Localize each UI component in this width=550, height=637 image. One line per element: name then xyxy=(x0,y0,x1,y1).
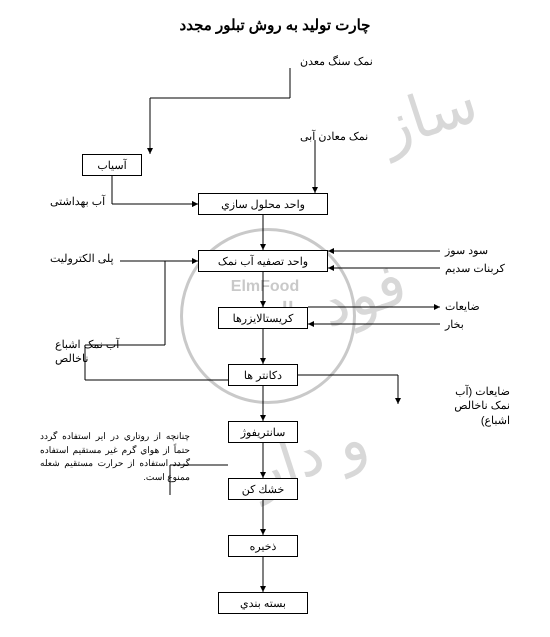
node-centrifuge: سانتریفوژ xyxy=(228,421,298,443)
label-waste2: ضایعات (آب نمک ناخالص اشباع) xyxy=(435,385,510,428)
node-packing: بسته بندي xyxy=(218,592,308,614)
label-sanitary_water: آب بهداشتی xyxy=(50,195,105,208)
label-caustic: سود سوز xyxy=(445,244,488,257)
node-dryer: خشك كن xyxy=(228,478,298,500)
dryer-note: چنانچه از روتاري در اير استفاده گردد حتم… xyxy=(40,430,190,484)
label-rock_salt: نمک سنگ معدن xyxy=(300,55,373,68)
label-steam: بخار xyxy=(445,318,464,331)
node-mill: آسیاب xyxy=(82,154,142,176)
node-crystal: کریستالایزرها xyxy=(218,307,308,329)
label-brine_mines: نمک معادن آبی xyxy=(300,130,368,143)
node-solution: واحد محلول سازي xyxy=(198,193,328,215)
label-poly: پلی الکترولیت xyxy=(50,252,114,265)
label-waste1: ضایعات xyxy=(445,300,480,313)
label-unsat: آب نمک اشباع ناخالص xyxy=(55,338,130,367)
node-purify: واحد تصفیه آب نمک xyxy=(198,250,328,272)
label-carbonate: کربنات سدیم xyxy=(445,262,505,275)
node-storage: ذخيره xyxy=(228,535,298,557)
node-decanter: دکانتر ها xyxy=(228,364,298,386)
